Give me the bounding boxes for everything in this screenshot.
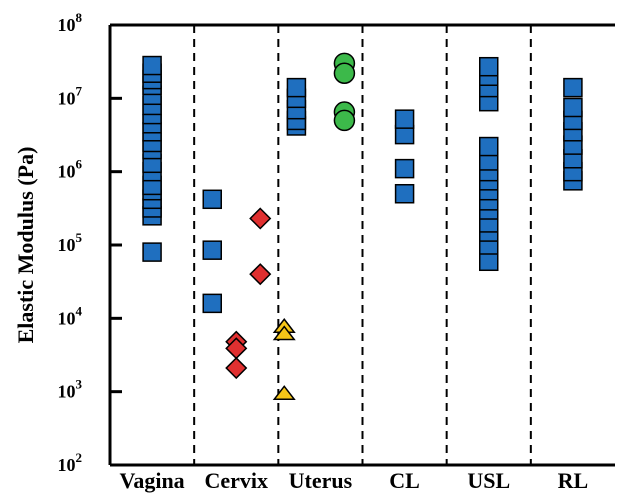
x-category-label: Vagina: [119, 468, 184, 493]
data-markers: [142, 52, 583, 401]
y-tick-exponent: 8: [76, 10, 83, 25]
x-category-label: CL: [389, 468, 420, 493]
y-tick-exponent: 7: [76, 83, 83, 98]
triangle-marker: [272, 385, 296, 401]
square-marker: [563, 77, 583, 98]
y-tick-label: 107: [58, 83, 83, 108]
square-marker: [479, 136, 499, 157]
y-tick-exponent: 6: [76, 157, 83, 172]
square-marker: [479, 56, 499, 77]
y-tick-label: 106: [58, 157, 83, 182]
square-marker: [394, 109, 415, 129]
diamond-marker: [225, 356, 248, 380]
x-axis-labels: Vagina Cervix Uterus CL USL RL: [119, 468, 588, 493]
circle-marker: [333, 109, 356, 132]
square-marker: [394, 158, 415, 179]
y-tick-exponent: 4: [76, 303, 83, 318]
axes: [108, 23, 615, 467]
y-tick-label: 102: [58, 450, 83, 475]
square-marker: [202, 240, 222, 260]
y-tick-exponent: 5: [76, 230, 83, 245]
category-separators: [193, 25, 532, 465]
circle-marker: [333, 62, 356, 84]
x-category-label: RL: [558, 468, 589, 493]
diamond-marker: [249, 263, 272, 286]
x-category-label: Uterus: [289, 468, 353, 493]
triangle-marker: [272, 325, 296, 341]
y-tick-exponent: 3: [76, 377, 83, 392]
square-marker: [286, 77, 307, 98]
square-marker: [202, 189, 222, 210]
square-marker: [479, 251, 499, 272]
x-category-label: USL: [467, 468, 510, 493]
square-marker: [563, 97, 583, 118]
y-tick-label: 108: [58, 10, 83, 35]
square-marker: [202, 293, 222, 314]
square-marker: [142, 242, 162, 262]
y-axis-ticks: 102 103 104 105 106 107 108: [58, 10, 122, 475]
square-marker: [142, 55, 162, 76]
y-axis-title: Elastic Modulus (Pa): [13, 147, 38, 344]
y-tick-label: 103: [58, 377, 83, 402]
y-tick-label: 105: [58, 230, 83, 255]
y-tick-exponent: 2: [76, 450, 83, 465]
y-tick-label: 104: [58, 303, 83, 328]
square-marker: [394, 183, 415, 204]
x-category-label: Cervix: [204, 468, 268, 493]
diamond-marker: [249, 207, 272, 230]
